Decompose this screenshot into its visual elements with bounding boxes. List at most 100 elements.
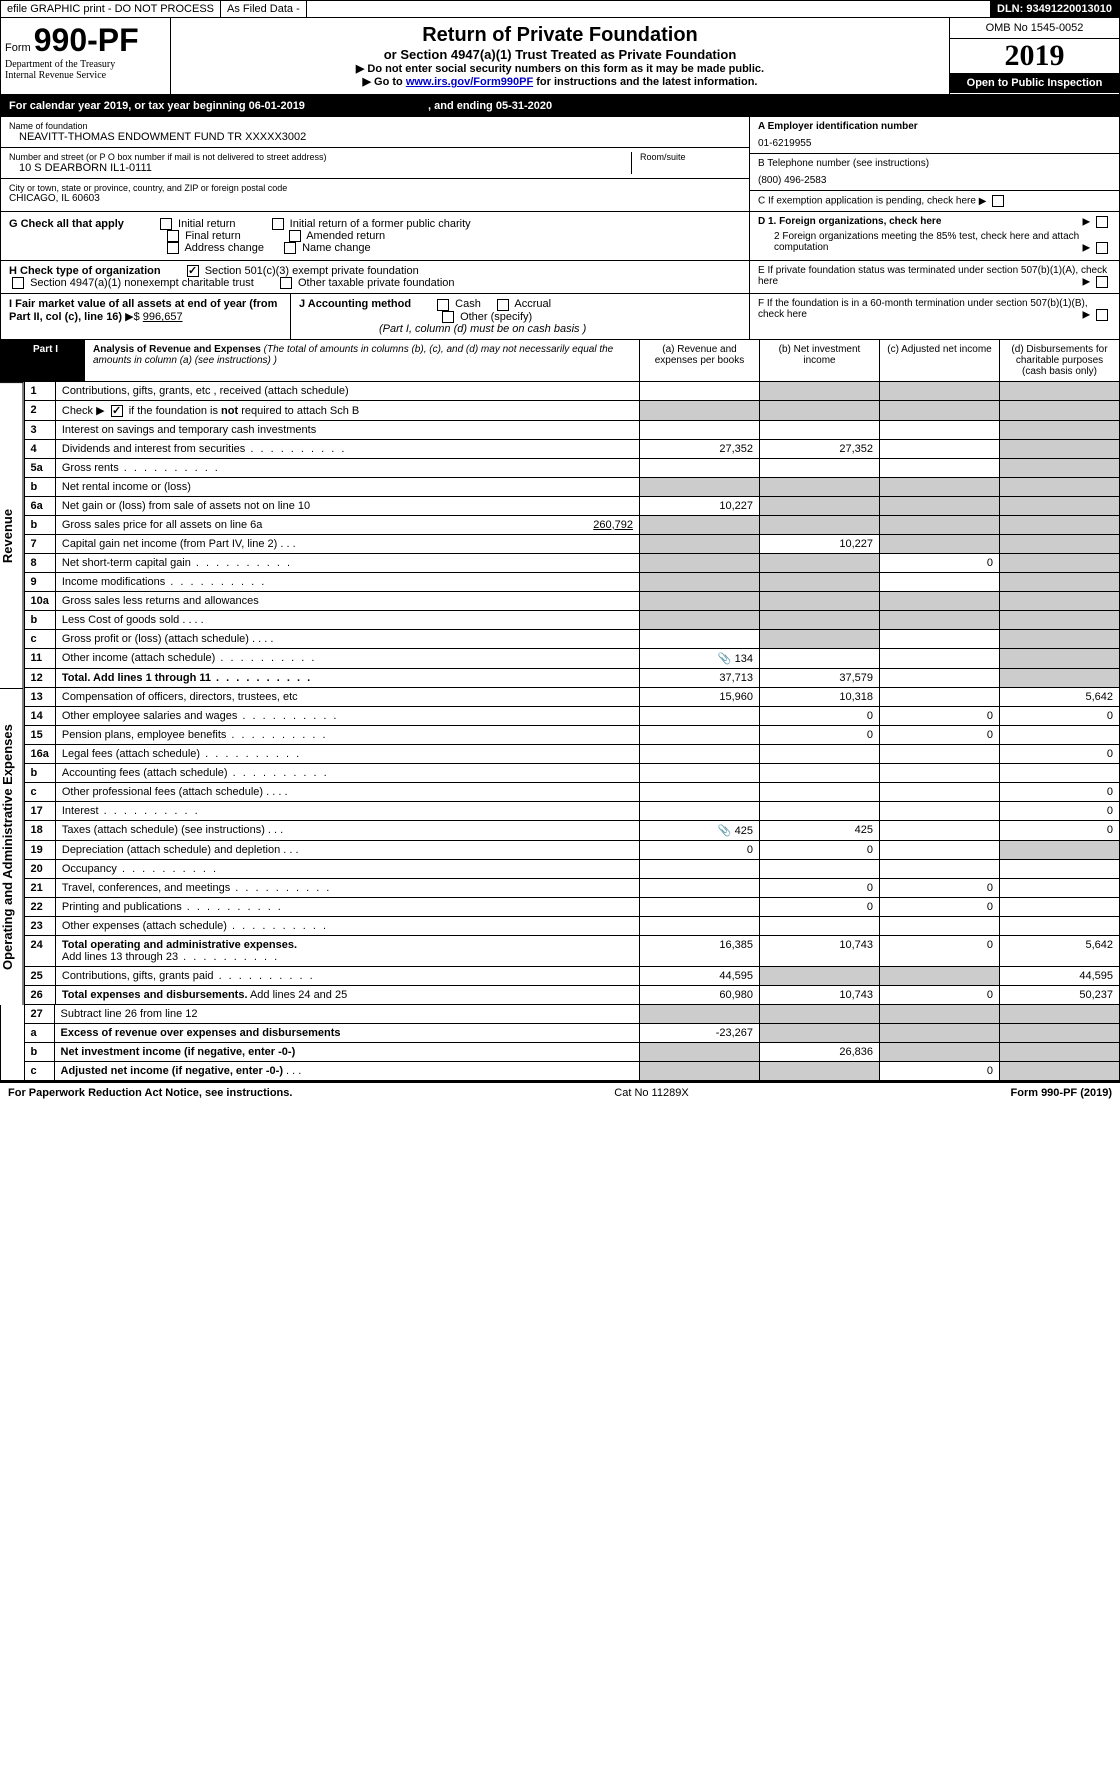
efile-notice: efile GRAPHIC print - DO NOT PROCESS bbox=[1, 1, 221, 17]
row-11: 11Other income (attach schedule)📎 134 bbox=[24, 648, 1119, 668]
row-16a: 16aLegal fees (attach schedule)0 bbox=[24, 744, 1119, 763]
city-row: City or town, state or province, country… bbox=[1, 179, 749, 208]
d1-checkbox[interactable] bbox=[1096, 216, 1108, 228]
header-center: Return of Private Foundation or Section … bbox=[171, 18, 949, 94]
d2-checkbox[interactable] bbox=[1096, 242, 1108, 254]
f-checkbox[interactable] bbox=[1096, 309, 1108, 321]
g-final-checkbox[interactable] bbox=[167, 230, 179, 242]
g-former-checkbox[interactable] bbox=[272, 218, 284, 230]
row-21: 21Travel, conferences, and meetings00 bbox=[24, 878, 1119, 897]
h-opt3: Other taxable private foundation bbox=[298, 277, 455, 289]
foundation-name: NEAVITT-THOMAS ENDOWMENT FUND TR XXXXX30… bbox=[9, 131, 741, 143]
e-checkbox[interactable] bbox=[1096, 276, 1108, 288]
dept-treasury: Department of the Treasury bbox=[5, 59, 166, 70]
g-name-checkbox[interactable] bbox=[284, 242, 296, 254]
cal-pre: For calendar year 2019, or tax year begi… bbox=[9, 100, 249, 112]
j-accrual-checkbox[interactable] bbox=[497, 299, 509, 311]
tel-label: B Telephone number (see instructions) bbox=[758, 158, 1111, 169]
revenue-block: Revenue 1Contributions, gifts, grants, e… bbox=[0, 382, 1120, 688]
j-other-checkbox[interactable] bbox=[442, 311, 454, 323]
dept-irs: Internal Revenue Service bbox=[5, 70, 166, 81]
part1-header-row: Part I Analysis of Revenue and Expenses … bbox=[0, 340, 1120, 382]
g-opt-3: Initial return of a former public charit… bbox=[290, 218, 471, 230]
g-amended-checkbox[interactable] bbox=[289, 230, 301, 242]
g-label: G Check all that apply bbox=[9, 218, 124, 230]
street-address: 10 S DEARBORN IL1-0111 bbox=[9, 162, 631, 174]
cal-end: 05-31-2020 bbox=[496, 100, 552, 112]
part1-label: Part I bbox=[33, 344, 58, 355]
c-label: C If exemption application is pending, c… bbox=[758, 196, 976, 207]
d1-label: D 1. Foreign organizations, check here bbox=[758, 216, 941, 227]
e-section: E If private foundation status was termi… bbox=[749, 261, 1119, 293]
col-a-header: (a) Revenue and expenses per books bbox=[639, 340, 759, 381]
f-section: F If the foundation is in a 60-month ter… bbox=[749, 294, 1119, 338]
ein-label: A Employer identification number bbox=[758, 121, 1111, 132]
h-other-checkbox[interactable] bbox=[280, 277, 292, 289]
g-d-row: G Check all that apply Initial return In… bbox=[0, 212, 1120, 261]
row-6a: 6aNet gain or (loss) from sale of assets… bbox=[24, 496, 1119, 515]
schb-checkbox[interactable] bbox=[111, 405, 123, 417]
attach-icon[interactable]: 📎 bbox=[718, 653, 732, 665]
g-address-checkbox[interactable] bbox=[167, 242, 179, 254]
form-label: Form bbox=[5, 42, 31, 54]
g-opt-4: Amended return bbox=[306, 230, 385, 242]
row-10b: bLess Cost of goods sold . . . . bbox=[24, 610, 1119, 629]
footer-mid: Cat No 11289X bbox=[614, 1087, 688, 1099]
g-opt-5: Name change bbox=[302, 242, 371, 254]
cal-mid: , and ending bbox=[428, 100, 496, 112]
row-12: 12Total. Add lines 1 through 1137,71337,… bbox=[24, 668, 1119, 687]
e-label: E If private foundation status was termi… bbox=[758, 265, 1107, 287]
col-c-header: (c) Adjusted net income bbox=[879, 340, 999, 381]
h-4947-checkbox[interactable] bbox=[12, 277, 24, 289]
row-27: 27Subtract line 26 from line 12 bbox=[24, 1005, 1119, 1024]
row-13: 13Compensation of officers, directors, t… bbox=[24, 688, 1119, 707]
row27-block: 27Subtract line 26 from line 12 aExcess … bbox=[0, 1005, 1120, 1081]
tax-year: 2019 bbox=[950, 39, 1119, 73]
part1-desc-cell: Analysis of Revenue and Expenses (The to… bbox=[85, 340, 639, 381]
row-6b: bGross sales price for all assets on lin… bbox=[24, 515, 1119, 534]
h-e-row: H Check type of organization Section 501… bbox=[0, 261, 1120, 294]
row-26: 26Total expenses and disbursements. Add … bbox=[24, 985, 1119, 1004]
form-title: Return of Private Foundation bbox=[177, 24, 943, 47]
row-7: 7Capital gain net income (from Part IV, … bbox=[24, 534, 1119, 553]
form-subtitle: or Section 4947(a)(1) Trust Treated as P… bbox=[177, 47, 943, 62]
room-label: Room/suite bbox=[640, 152, 741, 162]
city-label: City or town, state or province, country… bbox=[9, 183, 741, 193]
form-header: Form 990-PF Department of the Treasury I… bbox=[0, 18, 1120, 95]
row-10a: 10aGross sales less returns and allowanc… bbox=[24, 591, 1119, 610]
expenses-table: 13Compensation of officers, directors, t… bbox=[24, 688, 1120, 1005]
g-opt-0: Initial return bbox=[178, 218, 235, 230]
irs-link[interactable]: www.irs.gov/Form990PF bbox=[406, 76, 533, 88]
row-2: 2Check ▶ if the foundation is not requir… bbox=[24, 400, 1119, 420]
row-17: 17Interest0 bbox=[24, 801, 1119, 820]
attach-icon-18[interactable]: 📎 bbox=[718, 825, 732, 837]
expenses-block: Operating and Administrative Expenses 13… bbox=[0, 688, 1120, 1005]
footer-left: For Paperwork Reduction Act Notice, see … bbox=[8, 1087, 292, 1099]
expenses-label: Operating and Administrative Expenses bbox=[0, 688, 24, 1005]
f-label: F If the foundation is in a 60-month ter… bbox=[758, 298, 1088, 320]
revenue-label: Revenue bbox=[0, 382, 24, 688]
row-9: 9Income modifications bbox=[24, 572, 1119, 591]
info-left: Name of foundation NEAVITT-THOMAS ENDOWM… bbox=[1, 117, 749, 211]
row-27a: aExcess of revenue over expenses and dis… bbox=[24, 1023, 1119, 1042]
j-other: Other (specify) bbox=[460, 311, 532, 323]
row-1: 1Contributions, gifts, grants, etc , rec… bbox=[24, 382, 1119, 401]
arrow-icon: ▶ bbox=[979, 196, 987, 207]
h-501c3-checkbox[interactable] bbox=[187, 265, 199, 277]
row-22: 22Printing and publications00 bbox=[24, 897, 1119, 916]
row-19: 19Depreciation (attach schedule) and dep… bbox=[24, 840, 1119, 859]
i-section: I Fair market value of all assets at end… bbox=[1, 294, 291, 338]
j-cash-checkbox[interactable] bbox=[437, 299, 449, 311]
row-15: 15Pension plans, employee benefits00 bbox=[24, 725, 1119, 744]
row-25: 25Contributions, gifts, grants paid44,59… bbox=[24, 966, 1119, 985]
h-section: H Check type of organization Section 501… bbox=[1, 261, 749, 293]
top-bar: efile GRAPHIC print - DO NOT PROCESS As … bbox=[0, 0, 1120, 18]
part-gutter bbox=[1, 340, 25, 381]
cal-begin: 06-01-2019 bbox=[249, 100, 305, 112]
revenue-table: 1Contributions, gifts, grants, etc , rec… bbox=[24, 382, 1120, 688]
g-initial-checkbox[interactable] bbox=[160, 218, 172, 230]
city-value: CHICAGO, IL 60603 bbox=[9, 193, 741, 204]
c-checkbox[interactable] bbox=[992, 195, 1004, 207]
part1-title: Analysis of Revenue and Expenses bbox=[93, 344, 261, 355]
row-16c: cOther professional fees (attach schedul… bbox=[24, 782, 1119, 801]
